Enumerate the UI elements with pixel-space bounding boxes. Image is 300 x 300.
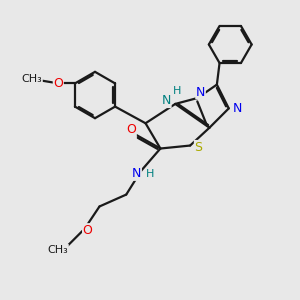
Text: CH₃: CH₃ <box>47 244 68 255</box>
Text: N: N <box>196 85 205 98</box>
Text: H: H <box>172 86 181 96</box>
Text: H: H <box>146 169 154 179</box>
Text: CH₃: CH₃ <box>22 74 42 84</box>
Text: O: O <box>53 77 63 90</box>
Text: N: N <box>162 94 171 107</box>
Text: O: O <box>82 224 92 237</box>
Text: N: N <box>233 102 242 115</box>
Text: S: S <box>194 140 202 154</box>
Text: O: O <box>126 123 136 136</box>
Text: N: N <box>132 167 141 180</box>
